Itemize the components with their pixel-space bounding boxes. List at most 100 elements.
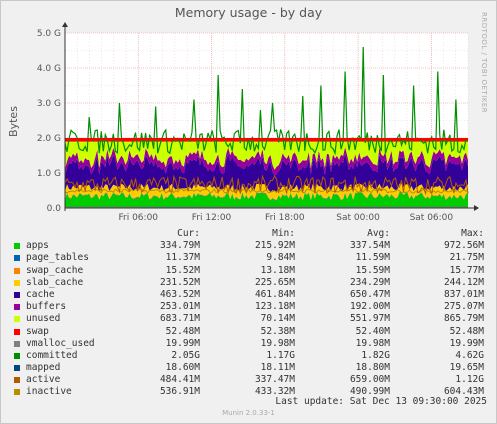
legend-swatch: [14, 267, 20, 274]
legend-rows: apps 334.79M 215.92M 337.54M 972.56M page_tab…: [12, 240, 490, 398]
legend-avg-value: 11.59M: [355, 252, 390, 264]
legend-swatch: [14, 365, 20, 372]
x-tick-label: Sat 06:00: [410, 213, 454, 223]
legend-swatch: [14, 328, 20, 335]
legend-min-value: 123.18M: [254, 301, 295, 313]
y-tick-label: 2.0 G: [37, 134, 61, 144]
legend-series-name: slab_cache: [26, 276, 84, 288]
legend-row-swap-cache: swap_cache 15.52M 13.18M 15.59M 15.77M: [12, 265, 490, 277]
legend-header-cur: Cur:: [177, 228, 200, 239]
legend-series-name: inactive: [26, 386, 72, 398]
x-tick-label: Fri 18:00: [265, 213, 305, 223]
legend-cur-value: 52.48M: [165, 325, 200, 337]
legend-cur-value: 253.01M: [159, 301, 200, 313]
area-apps: [65, 192, 468, 208]
legend-avg-value: 659.00M: [349, 374, 390, 386]
legend-min-value: 461.84M: [254, 288, 295, 300]
legend-cur-value: 231.52M: [159, 276, 200, 288]
legend-min-value: 9.84M: [266, 252, 295, 264]
legend-cur-value: 11.37M: [165, 252, 200, 264]
y-tick-label: 4.0 G: [37, 64, 61, 74]
legend-row-active: active 484.41M 337.47M 659.00M 1.12G: [12, 374, 490, 386]
legend-min-value: 337.47M: [254, 374, 295, 386]
y-tick-label: 0.0: [47, 204, 62, 214]
legend-series-name: unused: [26, 313, 61, 325]
legend-header: Cur: Min: Avg: Max:: [12, 228, 490, 240]
legend-min-value: 225.65M: [254, 276, 295, 288]
legend-series-name: vmalloc_used: [26, 337, 95, 349]
legend-row-mapped: mapped 18.60M 18.11M 18.80M 19.65M: [12, 362, 490, 374]
legend-header-max: Max:: [461, 228, 484, 239]
legend-max-value: 244.12M: [443, 276, 484, 288]
legend-max-value: 4.62G: [455, 349, 484, 361]
legend-min-value: 52.38M: [260, 325, 295, 337]
legend-row-slab-cache: slab_cache 231.52M 225.65M 234.29M 244.12M: [12, 277, 490, 289]
line-committed: [64, 46, 469, 156]
series-lines: [64, 46, 469, 208]
legend-max-value: 837.01M: [443, 288, 484, 300]
legend-series-name: apps: [26, 240, 49, 252]
area-page-tables: [65, 192, 468, 201]
legend-avg-value: 15.59M: [355, 264, 390, 276]
legend-cur-value: 18.60M: [165, 362, 200, 374]
legend-swatch: [14, 279, 20, 286]
legend-swatch: [14, 389, 20, 396]
area-buffers: [65, 147, 468, 177]
legend-swatch: [14, 255, 20, 262]
legend-min-value: 433.32M: [254, 386, 295, 398]
legend-row-apps: apps 334.79M 215.92M 337.54M 972.56M: [12, 240, 490, 252]
legend-cur-value: 19.99M: [165, 337, 200, 349]
axes: 0.0 1.0 G 2.0 G 3.0 G 4.0 G 5.0 G Fri 06:00 Fri…: [37, 22, 479, 223]
legend-max-value: 1.12G: [455, 374, 484, 386]
legend-min-value: 19.98M: [260, 337, 295, 349]
legend-series-name: page_tables: [26, 252, 89, 264]
legend-avg-value: 1.82G: [361, 349, 390, 361]
area-swap-cache: [65, 191, 468, 201]
legend-max-value: 21.75M: [449, 252, 484, 264]
legend-series-name: cache: [26, 288, 55, 300]
legend-avg-value: 52.40M: [355, 325, 390, 337]
legend-min-value: 13.18M: [260, 264, 295, 276]
legend-max-value: 865.79M: [443, 313, 484, 325]
legend-max-value: 15.77M: [449, 264, 484, 276]
legend-row-buffers: buffers 253.01M 123.18M 192.00M 275.07M: [12, 301, 490, 313]
legend-cur-value: 334.79M: [159, 240, 200, 252]
x-tick-label: Fri 06:00: [119, 213, 159, 223]
legend-swatch: [14, 304, 20, 311]
legend-avg-value: 192.00M: [349, 301, 390, 313]
legend-cur-value: 2.05G: [171, 349, 200, 361]
x-tick-label: Sat 00:00: [336, 213, 380, 223]
legend-row-page-tables: page_tables 11.37M 9.84M 11.59M 21.75M: [12, 252, 490, 264]
legend-max-value: 19.65M: [449, 362, 484, 374]
legend-swatch: [14, 377, 20, 384]
legend-row-swap: swap 52.48M 52.38M 52.40M 52.48M: [12, 326, 490, 338]
legend-series-name: committed: [26, 349, 78, 361]
legend-row-unused: unused 683.71M 70.14M 551.97M 865.79M: [12, 313, 490, 325]
legend-swatch: [14, 352, 20, 359]
legend-cur-value: 15.52M: [165, 264, 200, 276]
legend-cur-value: 536.91M: [159, 386, 200, 398]
legend-avg-value: 18.80M: [355, 362, 390, 374]
x-axis-arrow: [474, 205, 479, 211]
y-tick-label: 1.0 G: [37, 169, 61, 179]
legend-cur-value: 484.41M: [159, 374, 200, 386]
legend-max-value: 275.07M: [443, 301, 484, 313]
legend-avg-value: 551.97M: [349, 313, 390, 325]
legend-cur-value: 463.52M: [159, 288, 200, 300]
rrdtool-watermark: RRDTOOL / TOBI OETIKER: [480, 12, 488, 114]
legend-series-name: buffers: [26, 301, 67, 313]
legend-series-name: swap_cache: [26, 264, 84, 276]
chart-title: Memory usage - by day: [174, 5, 323, 20]
legend-min-value: 70.14M: [260, 313, 295, 325]
legend-header-min: Min:: [272, 228, 295, 239]
legend-swatch: [14, 340, 20, 347]
legend-max-value: 52.48M: [449, 325, 484, 337]
legend-min-value: 18.11M: [260, 362, 295, 374]
legend-avg-value: 234.29M: [349, 276, 390, 288]
y-axis-arrow: [62, 22, 68, 27]
legend-min-value: 1.17G: [266, 349, 295, 361]
legend-min-value: 215.92M: [254, 240, 295, 252]
legend-row-inactive: inactive 536.91M 433.32M 490.99M 604.43M: [12, 386, 490, 398]
x-tick-label: Fri 12:00: [192, 213, 232, 223]
